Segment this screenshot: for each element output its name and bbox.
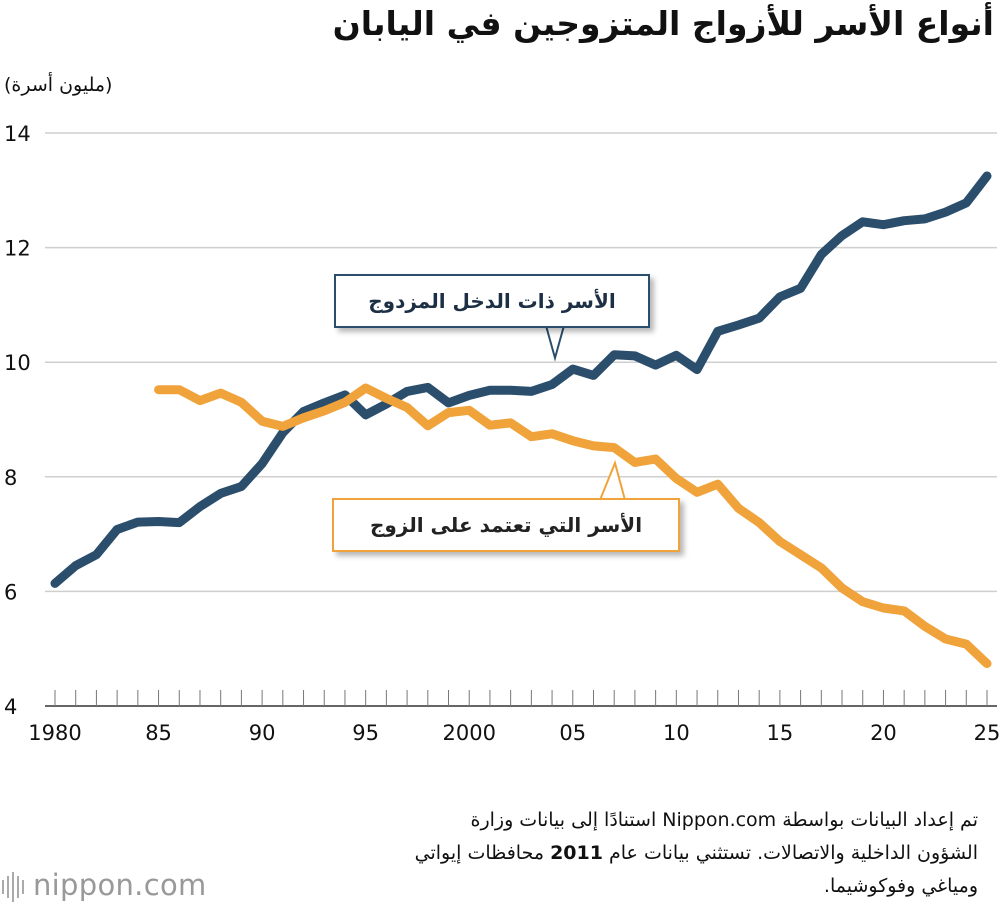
y-axis-unit-label: (مليون أسرة) [4,74,113,96]
x-tick-label: 2000 [442,721,495,745]
x-axis [45,690,997,707]
x-axis-tick-labels: 1980 85 90 95 2000 05 10 15 20 25 [28,721,1000,745]
dual-income-callout-pointer [544,321,566,362]
logo-text: nippon.com [33,868,207,902]
source-line-3: ومياغي وفوكوشيما. [823,875,978,897]
chart-title: أنواع الأسر للأزواج المتزوجين في اليابان [332,4,994,43]
y-tick-label: 12 [4,237,31,261]
y-tick-label: 8 [4,466,17,490]
y-tick-label: 10 [4,351,31,375]
x-tick-label: 95 [352,721,379,745]
logo-bars-icon [2,872,24,902]
y-tick-label: 4 [4,695,17,719]
x-tick-label: 85 [145,721,172,745]
single-income-callout-pointer [599,459,626,501]
y-tick-label: 6 [4,580,17,604]
x-tick-label: 1980 [28,721,81,745]
nippon-logo: nippon.com [0,868,240,908]
series-line-single-income [154,383,992,669]
x-tick-label: 15 [767,721,794,745]
source-line-2b: محافظات إيواتي [414,842,551,864]
dual-income-callout: الأسر ذات الدخل المزدوج [334,274,650,328]
x-tick-label: 90 [249,721,276,745]
source-line-1: تم إعداد البيانات بواسطة Nippon.com استن… [470,809,979,831]
source-line-2a: الشؤون الداخلية والاتصالات. تستثني بيانا… [602,842,978,864]
x-tick-label: 05 [559,721,586,745]
single-income-callout: الأسر التي تعتمد على الزوج [332,498,680,552]
source-excluded-year: 2011 [550,842,603,864]
x-tick-label: 10 [663,721,690,745]
gridlines [45,132,997,593]
x-tick-label: 25 [974,721,1000,745]
y-tick-label: 14 [4,122,31,146]
source-note: تم إعداد البيانات بواسطة Nippon.com استن… [278,804,978,903]
callout-pointers [544,321,626,501]
y-axis-tick-labels: 4 6 8 10 12 14 [4,122,31,719]
x-tick-label: 20 [870,721,897,745]
series-lines [50,171,992,669]
series-line-dual-income [50,171,992,588]
